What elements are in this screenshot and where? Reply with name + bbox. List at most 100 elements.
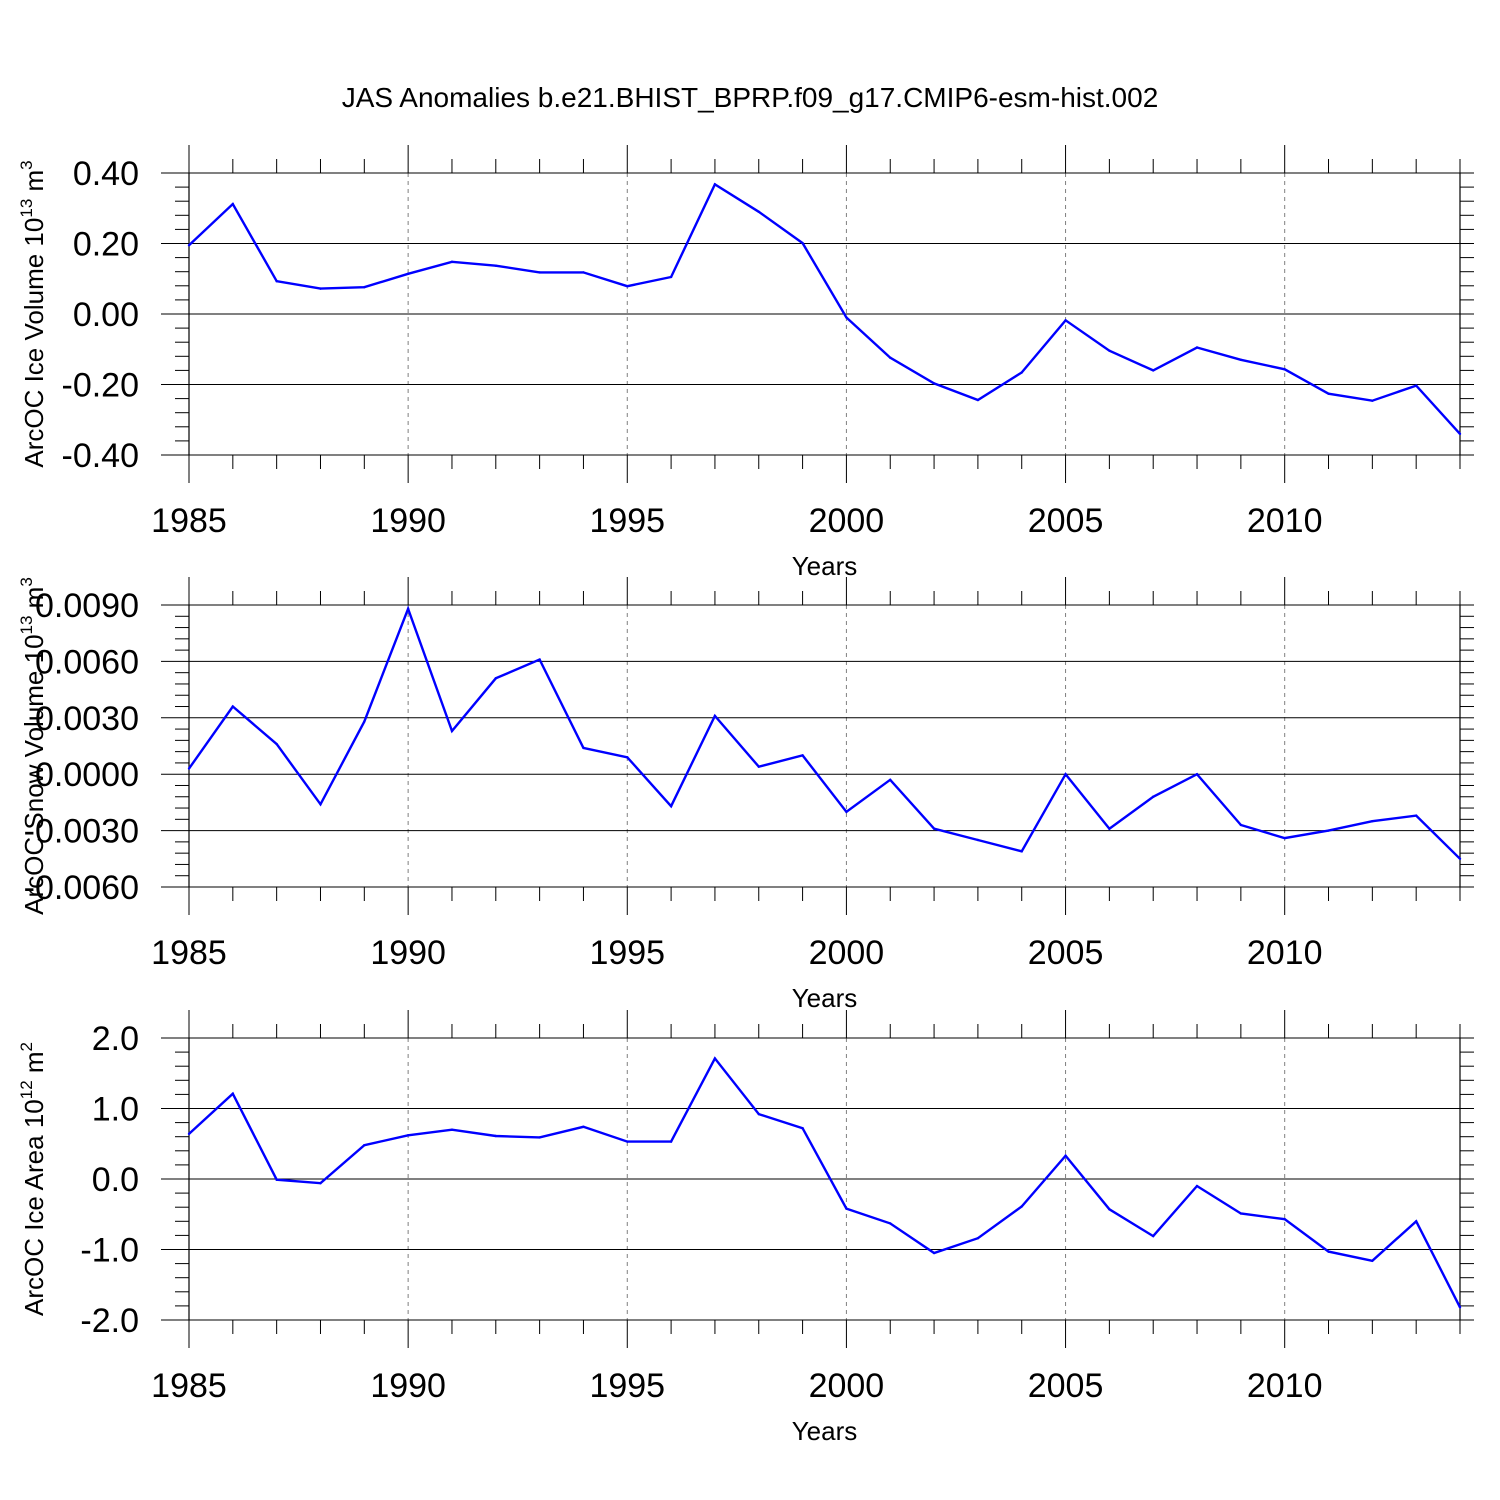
data-point xyxy=(932,382,936,385)
series-line xyxy=(188,182,1461,435)
y-tick-label: 0.0090 xyxy=(35,587,139,625)
y-tick-label: 0.20 xyxy=(73,226,139,264)
data-point xyxy=(1414,814,1418,817)
data-point xyxy=(1152,795,1155,798)
data-point xyxy=(1239,823,1243,827)
x-tick-label: 1985 xyxy=(151,934,227,972)
data-point xyxy=(1283,1217,1286,1221)
y-tick-label: -0.0060 xyxy=(24,869,139,907)
data-point xyxy=(932,1251,936,1255)
data-point xyxy=(538,1136,541,1139)
data-point xyxy=(757,765,760,768)
data-point xyxy=(582,271,585,274)
x-tick-label: 1990 xyxy=(370,502,446,540)
data-point xyxy=(845,1207,848,1210)
data-point xyxy=(976,1237,980,1240)
data-point xyxy=(669,804,673,808)
data-point xyxy=(669,275,673,279)
x-tick-label: 1990 xyxy=(370,1367,446,1405)
data-point xyxy=(1064,1154,1067,1157)
data-point xyxy=(275,280,278,283)
data-point xyxy=(275,742,278,746)
data-point xyxy=(1020,371,1023,374)
data-point xyxy=(1152,1234,1155,1238)
data-point xyxy=(406,607,410,610)
data-point xyxy=(1458,1306,1462,1309)
data-point xyxy=(1020,1205,1023,1208)
data-point xyxy=(801,754,804,757)
panel-3: 2.0 1.0 0.0 -1.0 -2.0 1985 1990 1995 2000 2005 201… xyxy=(17,1010,1474,1446)
y-axis-title-unit-exponent: 3 xyxy=(17,577,36,586)
x-tick-label: 2010 xyxy=(1247,934,1323,972)
y-axis-title-unit-exponent: 3 xyxy=(17,160,36,169)
y-axis-title-exponent: 13 xyxy=(17,199,36,218)
y-tick-label: 2.0 xyxy=(92,1020,139,1058)
data-point xyxy=(1239,1212,1243,1215)
y-axis-title-unit: m xyxy=(19,587,49,616)
x-tick-label: 2005 xyxy=(1028,502,1104,540)
data-point xyxy=(889,1222,892,1225)
data-point xyxy=(801,1127,804,1130)
y-tick-label: 0.0 xyxy=(92,1161,139,1199)
data-point xyxy=(450,1128,454,1131)
x-tick-label: 2010 xyxy=(1247,1367,1323,1405)
x-tick-label: 2000 xyxy=(809,934,885,972)
data-point xyxy=(1283,368,1286,371)
data-point xyxy=(757,210,760,213)
x-tick-label: 1995 xyxy=(589,1367,665,1405)
data-point xyxy=(1414,384,1418,387)
data-point xyxy=(1239,358,1243,362)
data-point xyxy=(713,1057,717,1060)
data-point xyxy=(932,827,936,830)
data-point xyxy=(1414,1220,1418,1223)
x-tick-label: 2000 xyxy=(809,502,885,540)
data-point xyxy=(1458,432,1462,436)
data-point xyxy=(494,264,497,267)
data-point xyxy=(231,705,235,708)
y-tick-label: -1.0 xyxy=(80,1232,139,1270)
data-point xyxy=(450,729,454,733)
y-tick-label: 0.0030 xyxy=(35,700,139,738)
data-point xyxy=(406,1134,410,1137)
y-axis-title-exponent: 13 xyxy=(17,616,36,635)
series-line xyxy=(188,1056,1462,1308)
y-axis-title-exponent: 12 xyxy=(17,1080,36,1099)
data-point xyxy=(187,244,191,247)
x-axis-title: Years xyxy=(792,983,858,1013)
x-tick-label: 2005 xyxy=(1028,1367,1104,1405)
data-point xyxy=(187,1132,191,1136)
series-line xyxy=(188,605,1461,860)
data-point xyxy=(1371,1259,1374,1262)
y-tick-label: 0.40 xyxy=(73,155,139,193)
data-point xyxy=(976,398,980,402)
data-point xyxy=(582,746,585,750)
data-point xyxy=(538,271,541,274)
data-point xyxy=(319,287,322,290)
y-axis-title-unit: m xyxy=(19,1051,49,1080)
y-axis-title: ArcOC Ice Volume 1013 m3 xyxy=(17,160,49,467)
y-tick-label: -0.40 xyxy=(62,437,140,475)
x-tick-label: 1995 xyxy=(589,502,665,540)
y-axis-title-unit-exponent: 2 xyxy=(17,1042,36,1051)
data-point xyxy=(231,1092,235,1095)
data-point xyxy=(626,756,629,759)
y-axis-title-text: ArcOC Ice Area 10 xyxy=(19,1099,49,1316)
y-tick-label: -0.20 xyxy=(62,367,140,405)
data-point xyxy=(626,1140,629,1143)
x-axis-title: Years xyxy=(792,1416,858,1446)
data-point xyxy=(713,714,717,718)
x-tick-label: 2010 xyxy=(1247,502,1323,540)
data-point xyxy=(1064,319,1067,322)
data-point xyxy=(1327,1250,1330,1253)
data-point xyxy=(801,241,804,245)
data-point xyxy=(626,284,629,288)
data-point xyxy=(976,838,980,842)
data-point xyxy=(889,356,892,359)
data-point xyxy=(1195,1184,1199,1188)
data-point xyxy=(1108,827,1111,830)
data-point xyxy=(757,1112,760,1116)
x-axis-title: Years xyxy=(792,551,858,581)
data-point xyxy=(450,260,454,264)
data-point xyxy=(494,1134,497,1138)
